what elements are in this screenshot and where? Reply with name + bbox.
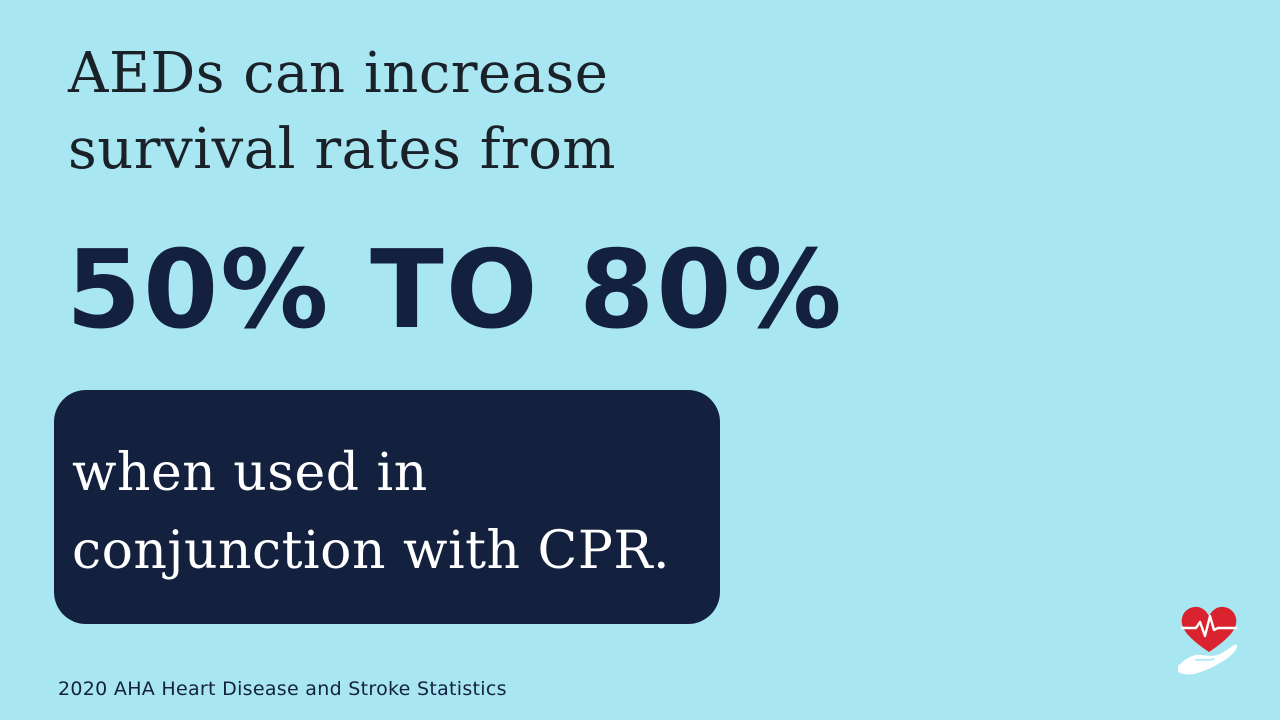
note-line-1: when used in [72,443,428,503]
cpr-note-text: when used in conjunction with CPR. [72,434,670,590]
cpr-note-box: when used in conjunction with CPR. [54,390,720,624]
survival-rate-statistic: 50% TO 80% [66,228,844,353]
heart-shape [1181,606,1237,652]
note-line-2: conjunction with CPR. [72,521,671,581]
heartbeat-line [1180,614,1238,638]
heart-in-hand-icon [1178,606,1238,675]
hand-finger-detail [1195,658,1215,661]
headline-line-1: AEDs can increase [68,41,609,106]
source-citation: 2020 AHA Heart Disease and Stroke Statis… [58,678,507,700]
headline: AEDs can increase survival rates from [68,36,616,188]
headline-line-2: survival rates from [68,117,617,182]
